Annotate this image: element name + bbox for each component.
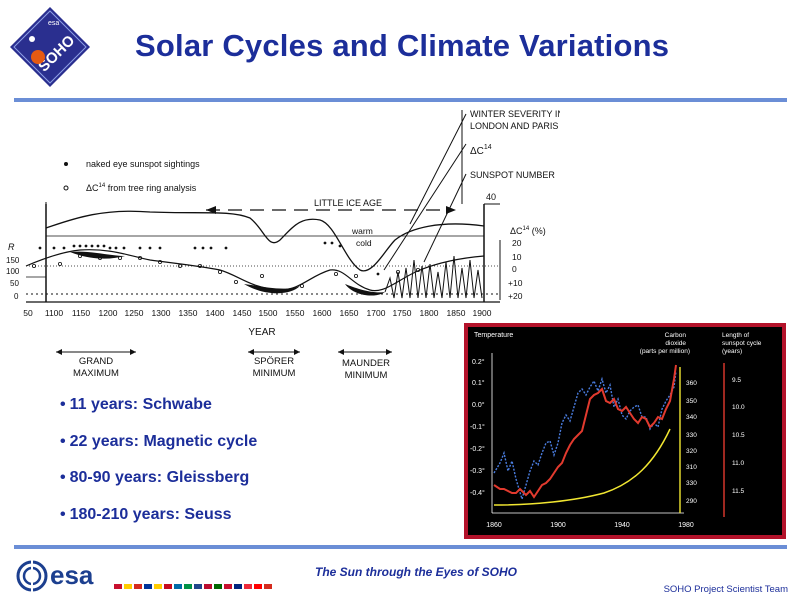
- svg-text:1350: 1350: [179, 308, 198, 318]
- svg-text:+20: +20: [508, 291, 523, 301]
- svg-text:1900: 1900: [473, 308, 492, 318]
- svg-text:WINTER SEVERITY IN: WINTER SEVERITY IN: [470, 109, 560, 119]
- svg-text:0.0°: 0.0°: [472, 401, 485, 409]
- svg-text:1750: 1750: [393, 308, 412, 318]
- svg-text:340: 340: [686, 414, 697, 421]
- svg-text:1500: 1500: [259, 308, 278, 318]
- svg-text:20: 20: [512, 238, 522, 248]
- svg-text:1800: 1800: [420, 308, 439, 318]
- svg-text:10: 10: [512, 252, 522, 262]
- svg-text:0: 0: [14, 292, 19, 301]
- svg-text:ΔC14: ΔC14: [470, 144, 492, 157]
- svg-text:cold: cold: [356, 238, 372, 248]
- svg-text:-0.3°: -0.3°: [470, 467, 485, 475]
- svg-text:150: 150: [6, 256, 20, 265]
- list-item: 11 years: Schwabe: [60, 396, 257, 433]
- svg-text:1400: 1400: [206, 308, 225, 318]
- soho-logo: SOHO esa: [8, 5, 92, 94]
- svg-text:dioxide: dioxide: [665, 340, 686, 347]
- svg-text:Temperature: Temperature: [474, 332, 513, 339]
- esa-logo: esa: [14, 558, 314, 599]
- svg-text:SPÖRER: SPÖRER: [254, 356, 294, 367]
- svg-text:warm: warm: [351, 226, 373, 236]
- svg-text:1550: 1550: [286, 308, 305, 318]
- svg-text:11.0: 11.0: [732, 460, 745, 467]
- svg-text:LONDON AND PARIS: LONDON AND PARIS: [470, 121, 558, 131]
- svg-text:sunspot cycle: sunspot cycle: [722, 340, 762, 347]
- svg-text:330: 330: [686, 480, 697, 487]
- svg-text:(parts per million): (parts per million): [640, 348, 690, 355]
- svg-text:1900: 1900: [550, 522, 566, 529]
- svg-text:esa: esa: [48, 20, 59, 27]
- svg-text:320: 320: [686, 448, 697, 455]
- svg-text:0.2°: 0.2°: [472, 358, 485, 366]
- svg-text:100: 100: [6, 267, 20, 276]
- svg-text:0.1°: 0.1°: [472, 379, 485, 387]
- svg-text:GRAND: GRAND: [79, 356, 113, 367]
- svg-text:1860: 1860: [486, 522, 502, 529]
- svg-text:-0.2°: -0.2°: [470, 445, 485, 453]
- svg-text:360: 360: [686, 380, 697, 387]
- svg-text:esa: esa: [50, 560, 94, 590]
- svg-text:1100: 1100: [45, 308, 64, 318]
- svg-text:50: 50: [23, 308, 33, 318]
- svg-text:1450: 1450: [233, 308, 252, 318]
- svg-text:(years): (years): [722, 348, 742, 355]
- svg-text:MAUNDER: MAUNDER: [342, 358, 390, 369]
- svg-text:ΔC14 (%): ΔC14 (%): [510, 226, 546, 236]
- svg-text:1600: 1600: [313, 308, 332, 318]
- svg-text:YEAR: YEAR: [248, 327, 275, 338]
- svg-text:1150: 1150: [72, 308, 91, 318]
- svg-text:+10: +10: [508, 278, 523, 288]
- bottom-divider: [14, 545, 787, 549]
- svg-text:1940: 1940: [614, 522, 630, 529]
- temperature-co2-inset-chart: Temperature Carbon dioxide (parts per mi…: [464, 323, 786, 544]
- svg-text:Length of: Length of: [722, 332, 749, 339]
- footer-title: The Sun through the Eyes of SOHO: [315, 565, 518, 579]
- svg-text:50: 50: [10, 279, 19, 288]
- list-item: 80-90 years: Gleissberg: [60, 469, 257, 506]
- footer-team: SOHO Project Scientist Team: [663, 584, 788, 595]
- svg-text:1200: 1200: [99, 308, 118, 318]
- svg-text:0: 0: [512, 264, 517, 274]
- top-divider: [14, 98, 787, 102]
- svg-text:MAXIMUM: MAXIMUM: [73, 368, 119, 379]
- page-title: Solar Cycles and Climate Variations: [135, 28, 670, 63]
- svg-text:350: 350: [686, 398, 697, 405]
- svg-text:MINIMUM: MINIMUM: [345, 370, 388, 381]
- svg-text:1980: 1980: [678, 522, 694, 529]
- svg-text:11.5: 11.5: [732, 488, 745, 495]
- svg-text:SUNSPOT NUMBER: SUNSPOT NUMBER: [470, 170, 555, 180]
- solar-history-chart: naked eye sunspot sightings ΔC14 from tr…: [0, 100, 564, 395]
- svg-text:1850: 1850: [447, 308, 466, 318]
- svg-text:290: 290: [686, 498, 697, 505]
- svg-text:Carbon: Carbon: [665, 332, 687, 339]
- solar-cycle-list: 11 years: Schwabe 22 years: Magnetic cyc…: [60, 396, 258, 543]
- svg-text:330: 330: [686, 432, 697, 439]
- svg-text:-0.1°: -0.1°: [470, 423, 485, 431]
- svg-text:1700: 1700: [367, 308, 386, 318]
- svg-text:LITTLE ICE AGE: LITTLE ICE AGE: [314, 198, 382, 208]
- svg-text:1300: 1300: [152, 308, 171, 318]
- svg-text:10.5: 10.5: [732, 432, 745, 439]
- svg-text:10.0: 10.0: [732, 404, 745, 411]
- svg-text:ΔC14 from tree ring analysis: ΔC14 from tree ring analysis: [86, 183, 197, 193]
- svg-text:R: R: [8, 242, 15, 252]
- svg-text:40: 40: [486, 192, 496, 202]
- svg-text:1250: 1250: [125, 308, 144, 318]
- svg-text:MINIMUM: MINIMUM: [253, 368, 296, 379]
- svg-text:-0.4°: -0.4°: [470, 489, 485, 497]
- svg-text:9.5: 9.5: [732, 377, 741, 384]
- svg-text:1650: 1650: [340, 308, 359, 318]
- list-item: 180-210 years: Seuss: [60, 506, 257, 543]
- list-item: 22 years: Magnetic cycle: [60, 433, 258, 470]
- svg-text:naked eye sunspot sightings: naked eye sunspot sightings: [86, 159, 200, 169]
- svg-text:310: 310: [686, 464, 697, 471]
